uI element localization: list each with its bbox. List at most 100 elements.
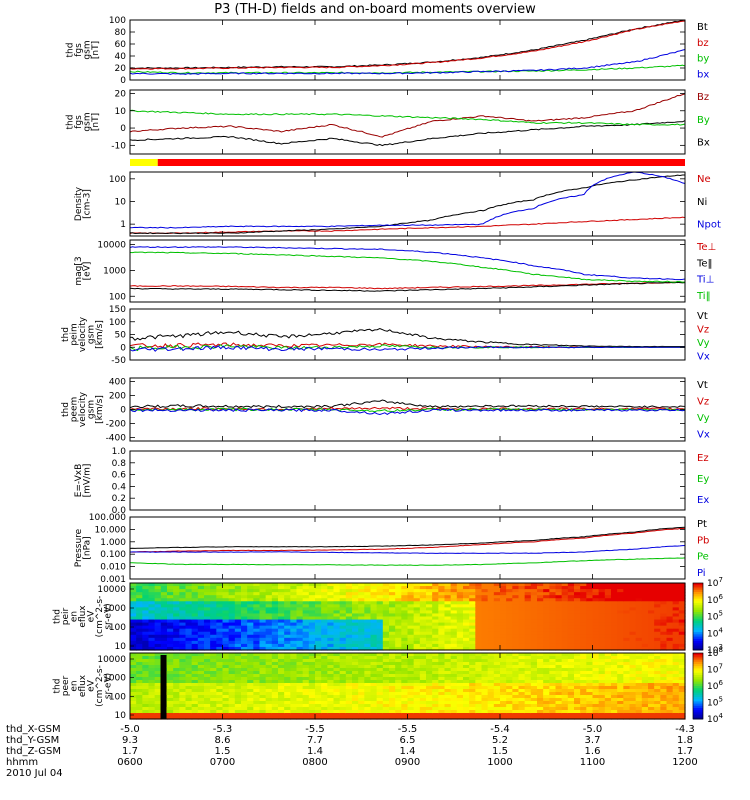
colorbar-step	[693, 643, 703, 647]
spectrogram-cell	[204, 619, 211, 624]
spectrogram-cell	[154, 698, 162, 702]
spectrogram-cell	[444, 674, 452, 678]
spectrogram-cell	[234, 592, 242, 596]
spectrogram-cell	[160, 589, 168, 593]
spectrogram-cell	[333, 653, 341, 657]
spectrogram-cell	[302, 686, 310, 690]
spectrogram-cell	[216, 583, 224, 587]
spectrogram-cell	[222, 643, 230, 648]
footer-value-z: 1.5	[214, 746, 231, 757]
spectrogram-cell	[210, 701, 217, 705]
spectrogram-cell	[154, 592, 162, 596]
spectrogram-cell	[191, 713, 199, 717]
spectrogram-cell	[389, 674, 396, 678]
spectrogram-cell	[604, 610, 612, 615]
spectrogram-cell	[660, 701, 668, 705]
spectrogram-cell	[444, 701, 452, 705]
spectrogram-cell	[358, 604, 365, 608]
spectrogram-cell	[561, 601, 569, 605]
spectrogram-cell	[481, 671, 489, 675]
spectrogram-cell	[345, 716, 353, 720]
spectrogram-cell	[345, 695, 353, 699]
footer-value-z: 1.7	[122, 746, 138, 757]
spectrogram-cell	[296, 710, 304, 714]
spectrogram-cell	[512, 601, 520, 605]
spectrogram-cell	[666, 601, 674, 605]
spectrogram-cell	[506, 698, 513, 702]
spectrogram-cell	[333, 583, 341, 587]
spectrogram-cell	[530, 689, 538, 693]
spectrogram-cell	[604, 686, 612, 690]
spectrogram-cell	[432, 662, 439, 666]
spectrogram-cell	[537, 662, 544, 666]
spectrogram-cell	[197, 665, 205, 669]
spectrogram-cell	[173, 622, 180, 627]
spectrogram-cell	[345, 631, 353, 636]
spectrogram-cell	[660, 592, 668, 596]
spectrogram-cell	[407, 613, 415, 618]
spectrogram-cell	[333, 659, 341, 663]
spectrogram-cell	[247, 683, 254, 687]
spectrogram-cell	[660, 683, 668, 687]
spectrogram-cell	[191, 640, 199, 645]
spectrogram-cell	[142, 701, 150, 705]
spectrogram-cell	[512, 640, 520, 645]
spectrogram-cell	[635, 683, 643, 687]
spectrogram-cell	[629, 589, 637, 593]
spectrogram-cell	[450, 683, 458, 687]
spectrogram-cell	[315, 686, 322, 690]
spectrogram-cell	[358, 616, 365, 621]
spectrogram-cell	[352, 653, 359, 657]
spectrogram-cell	[629, 625, 637, 630]
spectrogram-cell	[543, 646, 550, 651]
spectrogram-cell	[463, 683, 470, 687]
spectrogram-cell	[382, 643, 390, 648]
spectrogram-cell	[382, 653, 390, 657]
colorbar-step	[693, 659, 703, 663]
spectrogram-cell	[456, 607, 464, 612]
spectrogram-cell	[290, 677, 298, 681]
spectrogram-cell	[487, 583, 495, 587]
spectrogram-cell	[382, 640, 390, 645]
spectrogram-cell	[481, 680, 489, 684]
spectrogram-cell	[197, 710, 205, 714]
spectrogram-cell	[401, 601, 409, 605]
spectrogram-cell	[648, 653, 655, 657]
spectrogram-cell	[265, 640, 273, 645]
spectrogram-cell	[561, 607, 569, 612]
spectrogram-cell	[308, 640, 316, 645]
spectrogram-cell	[284, 604, 291, 608]
spectrogram-cell	[592, 616, 600, 621]
spectrogram-cell	[426, 698, 433, 702]
spectrogram-cell	[302, 680, 310, 684]
spectrogram-cell	[142, 653, 150, 657]
spectrogram-cell	[197, 625, 205, 630]
spectrogram-cell	[333, 643, 341, 648]
spectrogram-cell	[327, 616, 335, 621]
spectrogram-cell	[395, 704, 402, 708]
spectrogram-cell	[648, 695, 655, 699]
spectrogram-cell	[444, 592, 452, 596]
spectrogram-cell	[278, 668, 285, 672]
legend-entry: Bz	[697, 92, 709, 103]
spectrogram-cell	[191, 677, 199, 681]
spectrogram-cell	[617, 656, 624, 660]
colorbar-exponent: 7	[718, 576, 722, 584]
spectrogram-cell	[265, 659, 273, 663]
spectrogram-cell	[296, 665, 304, 669]
spectrogram-cell	[376, 674, 384, 678]
spectrogram-cell	[611, 671, 618, 675]
spectrogram-cell	[358, 586, 365, 590]
spectrogram-cell	[296, 622, 304, 627]
spectrogram-cell	[629, 710, 637, 714]
y-axis-label-line: thd	[61, 327, 71, 342]
spectrogram-cell	[475, 662, 483, 666]
spectrogram-cell	[173, 686, 180, 690]
spectrogram-cell	[321, 668, 328, 672]
spectrogram-cell	[315, 625, 322, 630]
spectrogram-cell	[660, 680, 668, 684]
spectrogram-cell	[265, 701, 273, 705]
spectrogram-cell	[253, 634, 261, 639]
series-line-p1-Bt	[129, 19, 686, 70]
spectrogram-cell	[586, 659, 594, 663]
